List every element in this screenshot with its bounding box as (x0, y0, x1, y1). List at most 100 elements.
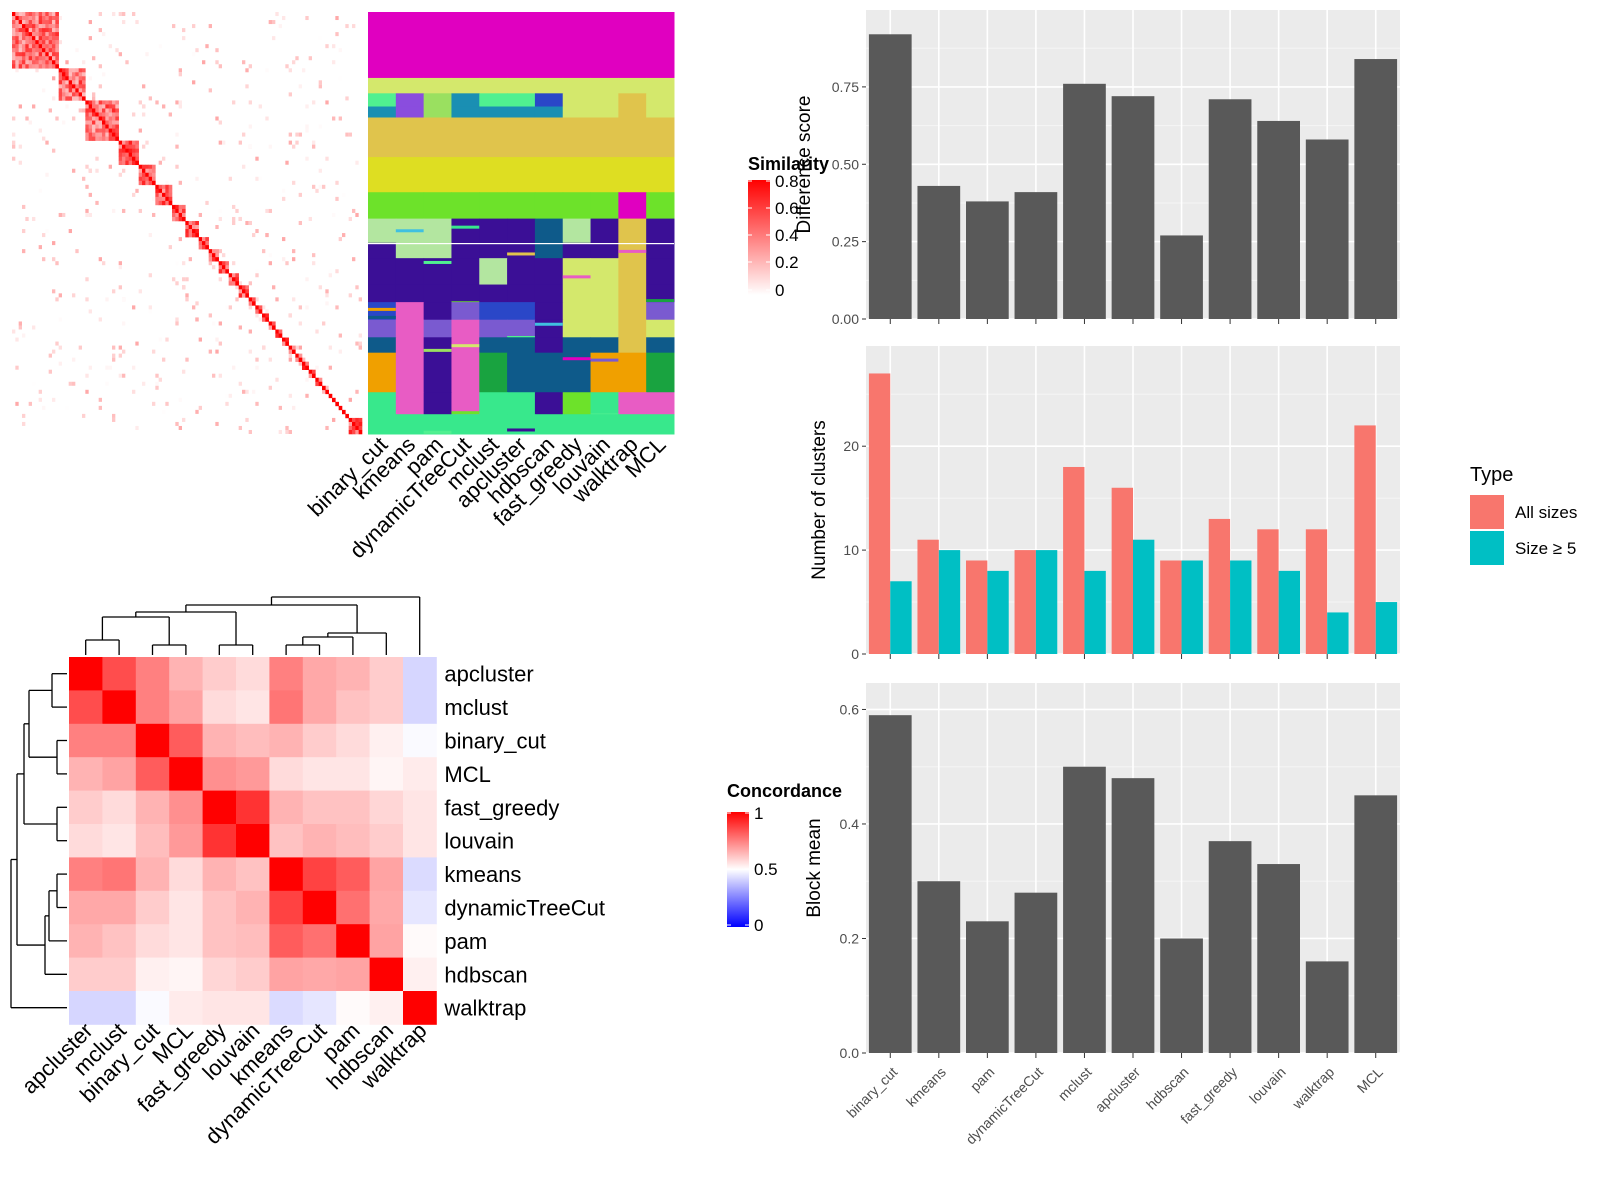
bar (1181, 560, 1203, 654)
concordance-cell (135, 957, 170, 992)
concordance-cell (69, 657, 103, 691)
concordance-cell (202, 857, 237, 892)
concordance-cell (336, 857, 370, 892)
bar (1014, 892, 1058, 1053)
concordance-cell (302, 824, 337, 858)
concordance-cell (169, 824, 203, 858)
concordance-cell (369, 690, 404, 725)
concordance-cell (135, 857, 170, 892)
bar (1063, 466, 1085, 654)
concordance-cell (69, 991, 103, 1025)
concordance-cell (236, 857, 270, 892)
bar (966, 921, 1009, 1053)
y-tick-label: 0.50 (832, 156, 859, 172)
concordance-cell (135, 657, 170, 691)
concordance-cell (336, 957, 370, 992)
bar (1133, 539, 1155, 654)
concordance-row-label: fast_greedy (444, 795, 559, 820)
bar (1035, 550, 1058, 654)
concordance-cell (302, 890, 337, 925)
concordance-cell (202, 757, 237, 791)
concordance-cell (102, 857, 137, 892)
concordance-row-labels: apcluster mclust binary_cut MCL fast_greedyl… (443, 662, 605, 1021)
concordance-cell (102, 757, 137, 791)
y-tick-label: 0.0 (840, 1045, 860, 1061)
bar (1257, 864, 1300, 1053)
concordance-heatmap (69, 657, 437, 1025)
concordance-legend-title: Concordance (727, 781, 842, 801)
similarity-legend-ticks: 0.8 0.6 0.4 0.2 0 (748, 172, 799, 300)
concordance-cell (236, 790, 270, 825)
concordance-cell (403, 924, 437, 958)
bar (1375, 602, 1398, 654)
concordance-left-dendrogram (10, 673, 67, 1009)
concordance-cell (403, 957, 437, 992)
concordance-cell (302, 657, 337, 691)
concordance-cell (302, 991, 337, 1025)
bar (1014, 550, 1036, 654)
y-tick-label: 10 (843, 542, 859, 558)
bar (1084, 570, 1106, 654)
concordance-row-label: hdbscan (444, 962, 527, 987)
concordance-column-labels: apclustermclustbinary_cutMCLfast_greedyl… (17, 1018, 432, 1149)
bar (1354, 795, 1398, 1053)
concordance-cell (302, 690, 337, 725)
y-tick-label: 0.2 (840, 930, 860, 946)
bar (1160, 938, 1203, 1053)
bar (1014, 192, 1058, 319)
concordance-cell (69, 824, 103, 858)
bar (1063, 83, 1106, 319)
similarity-legend: Similarity 0.8 0.6 0.4 0.2 0 (748, 154, 829, 300)
similarity-legend-tick: 0 (775, 281, 784, 300)
bar (1305, 529, 1328, 654)
y-axis-title: Difference score (794, 96, 815, 234)
concordance-cell (102, 957, 137, 992)
concordance-row-label: MCL (444, 762, 490, 787)
concordance-cell (369, 790, 404, 825)
concordance-cell (403, 890, 437, 925)
concordance-row-label: apcluster (444, 662, 533, 687)
bar (1257, 120, 1300, 319)
concordance-cell (135, 690, 170, 725)
concordance-cell (135, 723, 170, 758)
concordance-cell (102, 824, 137, 858)
concordance-cell (336, 790, 370, 825)
number-of-clusters-chart: 0 10 20 Number of clusters (809, 346, 1400, 662)
bar (1354, 425, 1376, 654)
bar (1354, 59, 1398, 319)
concordance-cell (269, 690, 304, 725)
concordance-cell (336, 690, 370, 725)
concordance-cell (236, 690, 270, 725)
concordance-cell (102, 991, 137, 1025)
concordance-cell (69, 690, 103, 725)
concordance-cell (269, 957, 304, 992)
concordance-cell (69, 757, 103, 791)
concordance-cell (403, 857, 437, 892)
similarity-legend-tick: 0.4 (775, 226, 799, 245)
concordance-cell (169, 991, 203, 1025)
x-tick-label: hdbscan (1143, 1064, 1192, 1113)
bar (966, 560, 988, 654)
concordance-row-label: pam (444, 929, 487, 954)
concordance-cell (202, 957, 237, 992)
bar (868, 373, 891, 654)
type-legend: Type All sizes Size ≥ 5 (1470, 464, 1577, 565)
concordance-cell (236, 824, 270, 858)
x-tick-label: louvain (1246, 1064, 1289, 1107)
concordance-cell (269, 991, 304, 1025)
concordance-cell (302, 924, 337, 958)
concordance-cell (269, 757, 304, 791)
concordance-cell (135, 824, 170, 858)
bar (1208, 99, 1252, 319)
concordance-top-dendrogram (85, 596, 421, 655)
x-tick-label: binary_cut (843, 1064, 900, 1121)
concordance-cell (69, 723, 103, 758)
concordance-legend: Concordance 10.50 (727, 781, 842, 935)
concordance-cell (135, 790, 170, 825)
cluster-assignment-matrix (368, 12, 675, 435)
bar (966, 201, 1009, 319)
y-tick-label: 0.4 (840, 816, 860, 832)
concordance-cell (202, 991, 237, 1025)
difference-score-chart: 0.00 0.25 0.50 0.75 Difference score (794, 10, 1400, 327)
